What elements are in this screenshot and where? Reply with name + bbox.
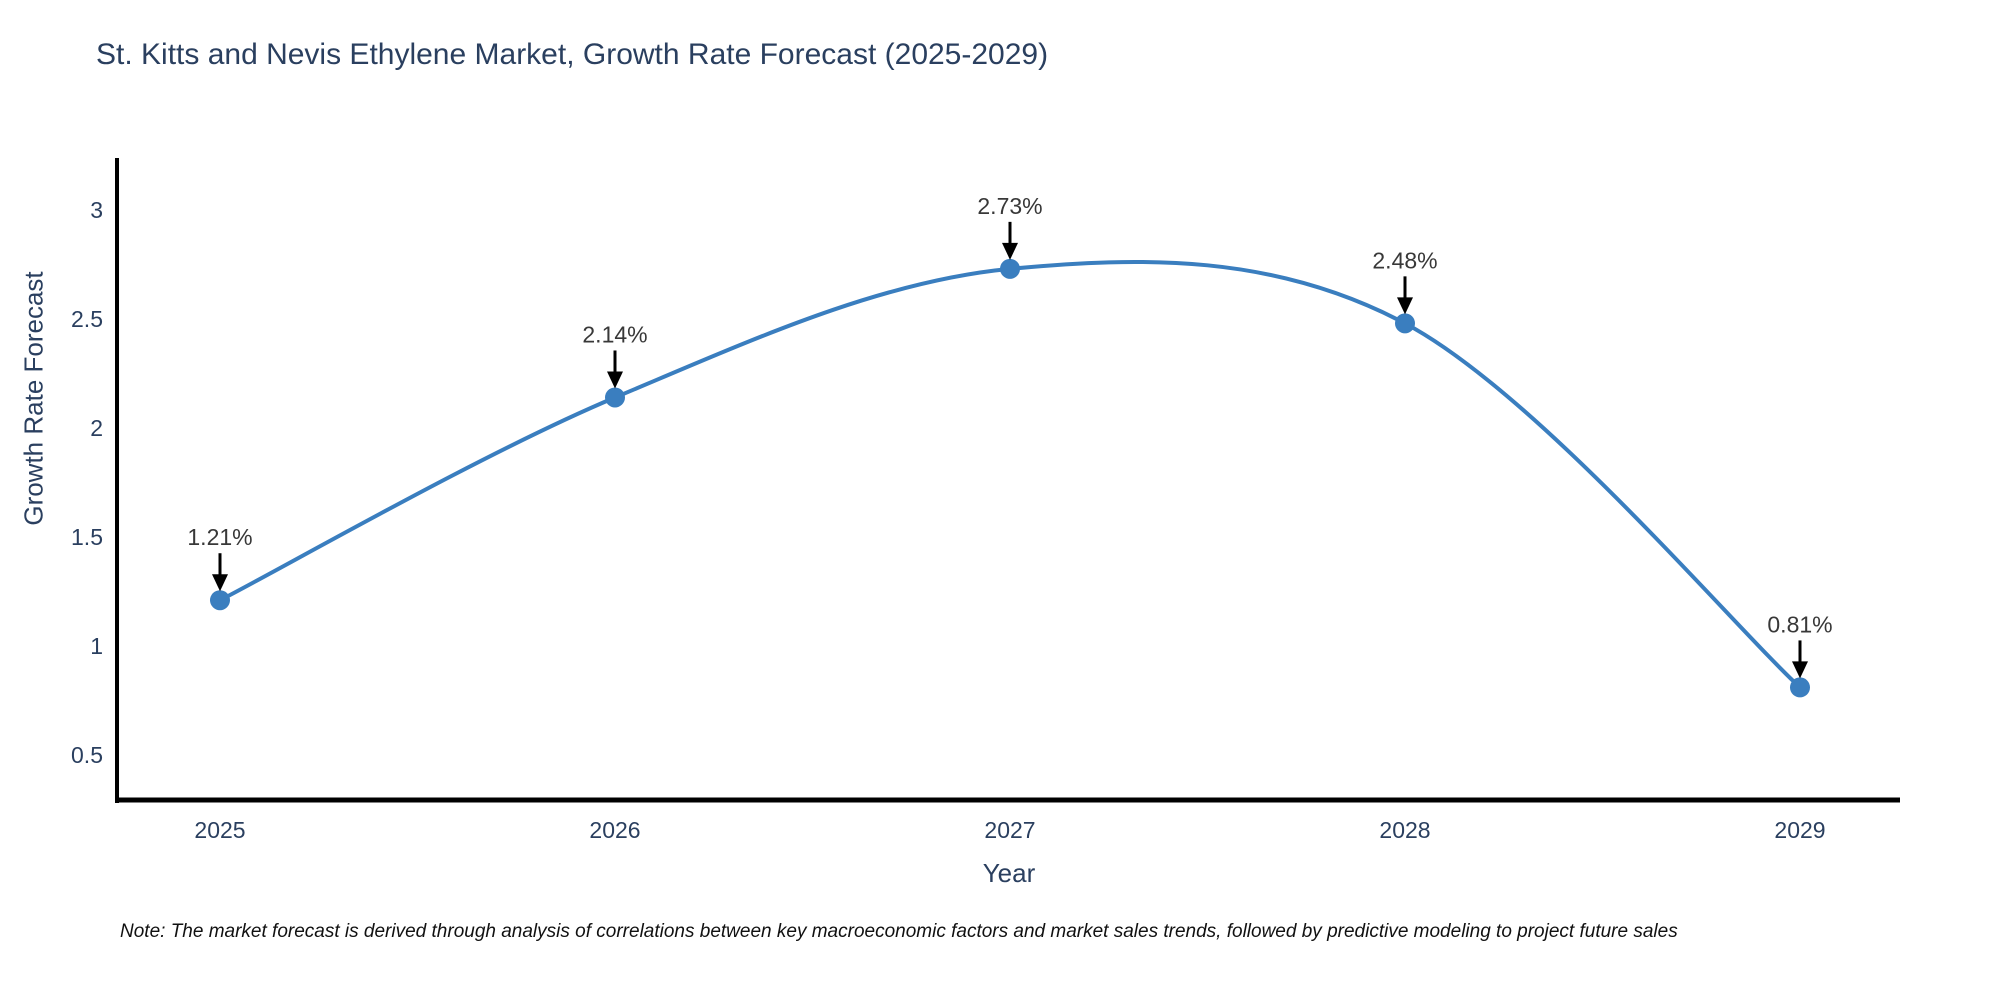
x-tick-label: 2029 xyxy=(1774,817,1825,843)
x-tick-label: 2027 xyxy=(984,817,1035,843)
data-point-marker xyxy=(1790,677,1810,698)
data-point-marker xyxy=(210,590,230,611)
y-tick-labels: 0.5 1 1.5 2 2.5 3 xyxy=(71,197,103,768)
data-point-marker xyxy=(605,387,625,408)
annotation-arrowhead xyxy=(212,574,228,592)
series-markers xyxy=(210,258,1810,698)
y-tick-label: 3 xyxy=(90,197,103,223)
footnote: Note: The market forecast is derived thr… xyxy=(120,921,1678,942)
point-annotation-label: 2.48% xyxy=(1372,247,1437,273)
point-annotations: 1.21% 2.14% 2.73% 2.48% 0.81% xyxy=(187,193,1833,679)
x-axis-title: Year xyxy=(982,858,1036,888)
x-tick-labels: 2025 2026 2027 2028 2029 xyxy=(194,817,1825,843)
chart-title: St. Kitts and Nevis Ethylene Market, Gro… xyxy=(96,38,1049,71)
x-tick-label: 2028 xyxy=(1379,817,1430,843)
y-tick-label: 2 xyxy=(90,415,103,441)
y-tick-label: 1.5 xyxy=(71,524,103,550)
data-point-marker xyxy=(1000,258,1020,279)
x-tick-label: 2025 xyxy=(194,817,245,843)
point-annotation-label: 2.73% xyxy=(977,193,1042,219)
y-tick-label: 2.5 xyxy=(71,306,103,332)
annotation-arrowhead xyxy=(1397,297,1413,315)
annotation-arrowhead xyxy=(1002,242,1018,260)
point-annotation-label: 2.14% xyxy=(582,321,647,347)
y-tick-label: 1 xyxy=(90,633,103,659)
series-line xyxy=(218,259,1802,690)
point-annotation-label: 1.21% xyxy=(187,524,252,550)
y-tick-label: 0.5 xyxy=(71,742,103,768)
point-annotation-label: 0.81% xyxy=(1767,611,1832,637)
x-tick-label: 2026 xyxy=(589,817,640,843)
annotation-arrowhead xyxy=(607,371,623,389)
annotation-arrowhead xyxy=(1792,661,1808,679)
data-point-marker xyxy=(1395,313,1415,334)
